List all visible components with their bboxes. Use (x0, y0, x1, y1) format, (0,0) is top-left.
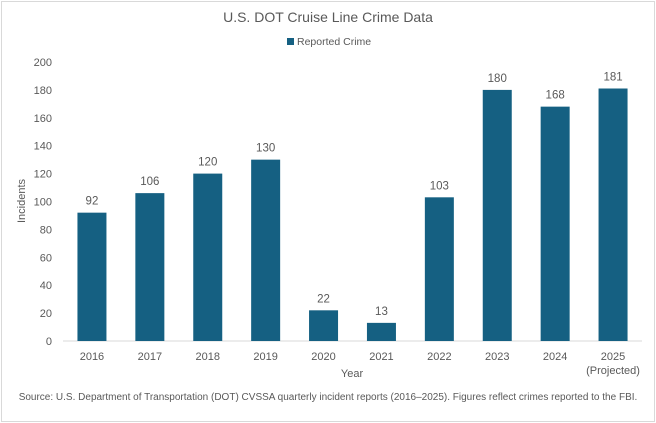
y-tick-label: 140 (34, 141, 52, 153)
data-label: 181 (603, 72, 622, 84)
bar (598, 88, 628, 341)
x-tick-label: 2024 (543, 351, 567, 363)
y-tick-label: 60 (40, 252, 52, 264)
x-tick-label: 2020 (311, 351, 335, 363)
x-tick-label: 2019 (253, 351, 277, 363)
chart-title: U.S. DOT Cruise Line Crime Data (223, 9, 433, 25)
x-tick-label: 2025 (Projected) (586, 351, 640, 377)
x-tick-label: 2017 (138, 351, 162, 363)
bar (135, 193, 165, 341)
legend-swatch (287, 38, 294, 45)
bar (366, 322, 396, 341)
bar (309, 310, 339, 341)
y-tick-label: 200 (34, 57, 52, 69)
y-tick-label: 160 (34, 113, 52, 125)
y-tick-label: 20 (40, 308, 52, 320)
x-axis-label: Year (341, 368, 364, 380)
y-tick-label: 180 (34, 85, 52, 97)
bar (540, 106, 570, 341)
bar (193, 173, 223, 341)
x-tick-label: 2021 (369, 351, 393, 363)
data-label: 180 (488, 73, 507, 85)
x-tick-label: 2022 (427, 351, 451, 363)
legend-label: Reported Crime (297, 36, 371, 48)
source-note: Source: U.S. Department of Transportatio… (19, 392, 638, 403)
data-label: 130 (256, 143, 275, 155)
y-tick-label: 120 (34, 169, 52, 181)
data-label: 120 (198, 157, 217, 169)
y-tick-label: 40 (40, 280, 52, 292)
bar (482, 89, 512, 342)
data-label: 106 (140, 176, 159, 188)
y-tick-label: 100 (34, 197, 52, 209)
data-label: 168 (546, 90, 565, 102)
y-tick-label: 0 (46, 336, 52, 348)
x-tick-label: 2018 (196, 351, 220, 363)
data-label: 103 (430, 180, 449, 192)
data-label: 13 (375, 306, 388, 318)
bar (77, 212, 107, 341)
bar (251, 159, 281, 341)
data-label: 22 (317, 293, 330, 305)
x-tick-label: 2016 (80, 351, 104, 363)
y-axis-label: Incidents (16, 178, 28, 223)
legend: Reported Crime (287, 36, 371, 48)
data-label: 92 (86, 196, 99, 208)
bar (424, 197, 454, 341)
x-tick-label: 2023 (485, 351, 509, 363)
y-tick-label: 80 (40, 224, 52, 236)
